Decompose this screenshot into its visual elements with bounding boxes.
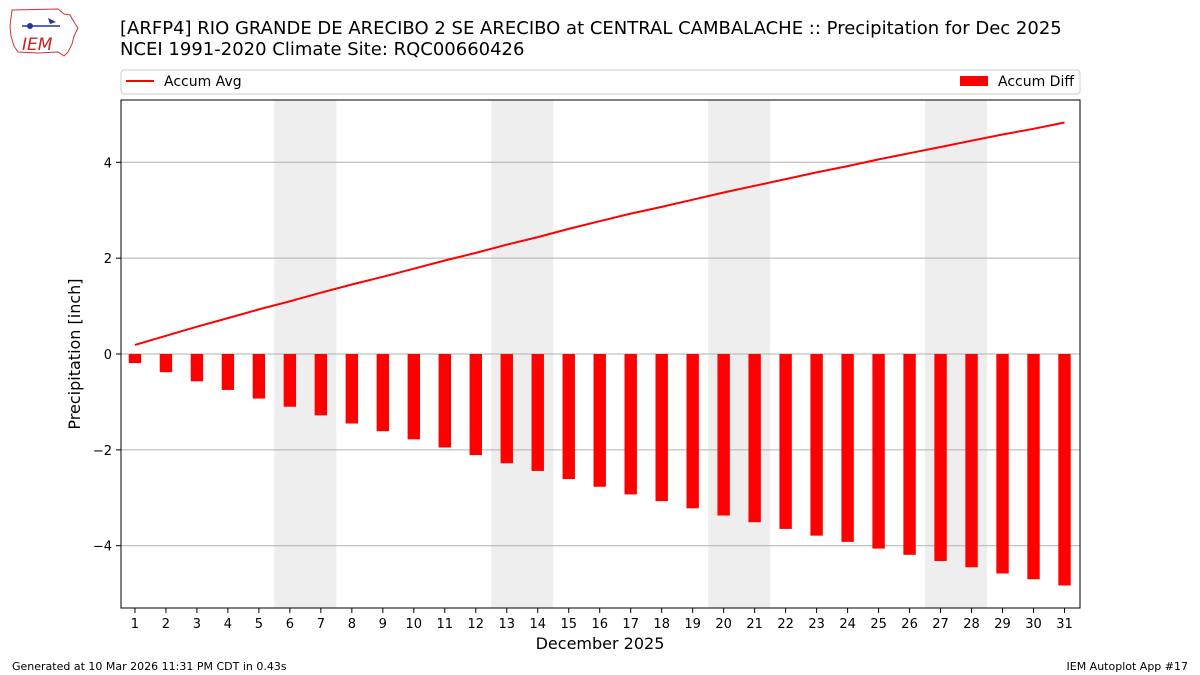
- bar-day-20: [717, 354, 730, 516]
- bar-day-23: [810, 354, 823, 536]
- x-tick-label: 23: [808, 617, 825, 632]
- x-tick-label: 4: [224, 617, 232, 632]
- x-tick-label: 2: [162, 617, 170, 632]
- bar-day-22: [779, 354, 792, 529]
- bar-day-25: [872, 354, 885, 549]
- bar-day-17: [624, 354, 637, 495]
- x-tick-label: 15: [560, 617, 577, 632]
- y-tick-label: 2: [104, 252, 112, 267]
- bar-day-1: [128, 354, 142, 364]
- x-tick-label: 30: [1025, 617, 1042, 632]
- y-tick-label: −4: [93, 540, 112, 555]
- bar-day-21: [748, 354, 761, 523]
- bar-day-3: [190, 354, 204, 382]
- x-tick-label: 18: [653, 617, 670, 632]
- x-tick-label: 20: [715, 617, 732, 632]
- x-tick-label: 28: [963, 617, 980, 632]
- x-tick-label: 9: [379, 617, 387, 632]
- accum-diff-bars: [128, 354, 1071, 586]
- bar-day-11: [438, 354, 451, 448]
- bar-day-2: [159, 354, 173, 373]
- bar-day-8: [345, 354, 359, 424]
- x-tick-label: 10: [406, 617, 423, 632]
- bar-day-16: [593, 354, 606, 487]
- bar-day-12: [469, 354, 482, 456]
- y-axis-ticks: −4 −2 0 2 4: [93, 156, 121, 555]
- bar-day-29: [996, 354, 1009, 574]
- y-tick-label: 0: [104, 348, 112, 363]
- x-tick-label: 14: [529, 617, 546, 632]
- x-tick-label: 26: [901, 617, 918, 632]
- x-tick-label: 13: [498, 617, 515, 632]
- x-axis-ticks: 1 2 3 4 5 6 7 8 9 10 11 12 13 14 15 16 17 18 19 20 21 22 23 24 2…: [131, 608, 1073, 632]
- legend-label-accum-avg: Accum Avg: [164, 74, 242, 90]
- bar-day-26: [903, 354, 916, 555]
- x-tick-label: 24: [839, 617, 856, 632]
- bar-day-31: [1058, 354, 1071, 586]
- bar-day-5: [252, 354, 266, 399]
- bar-day-15: [562, 354, 575, 480]
- chart-subtitle: NCEI 1991-2020 Climate Site: RQC00660426: [120, 39, 525, 60]
- iem-logo: IEM: [9, 8, 79, 57]
- bar-day-13: [500, 354, 513, 464]
- x-tick-label: 29: [994, 617, 1011, 632]
- bar-day-14: [531, 354, 544, 471]
- bar-day-24: [841, 354, 854, 542]
- bar-day-6: [283, 354, 297, 407]
- bar-day-19: [686, 354, 699, 509]
- x-axis-label: December 2025: [536, 634, 665, 653]
- x-tick-label: 8: [348, 617, 356, 632]
- legend: Accum Avg Accum Diff: [120, 69, 1081, 95]
- bar-day-7: [314, 354, 328, 416]
- legend-frame: [120, 69, 1081, 95]
- accum-avg-line: [134, 121, 1065, 346]
- legend-swatch-accum-diff: [960, 76, 988, 86]
- chart-title: [ARFP4] RIO GRANDE DE ARECIBO 2 SE ARECI…: [120, 18, 1062, 39]
- x-tick-label: 5: [255, 617, 263, 632]
- bar-day-28: [965, 354, 978, 568]
- x-tick-label: 19: [684, 617, 701, 632]
- bar-day-18: [655, 354, 668, 502]
- y-tick-label: −2: [93, 444, 112, 459]
- x-tick-label: 25: [870, 617, 887, 632]
- logo-text: IEM: [22, 35, 53, 55]
- bar-day-30: [1027, 354, 1040, 580]
- bar-day-10: [407, 354, 421, 440]
- x-tick-label: 31: [1056, 617, 1073, 632]
- x-tick-label: 3: [193, 617, 201, 632]
- x-tick-label: 7: [317, 617, 325, 632]
- bar-day-27: [934, 354, 947, 562]
- x-tick-label: 1: [131, 617, 139, 632]
- chart-title-block: [ARFP4] RIO GRANDE DE ARECIBO 2 SE ARECI…: [120, 18, 1062, 60]
- x-tick-label: 16: [591, 617, 608, 632]
- x-tick-label: 11: [437, 617, 454, 632]
- bar-day-9: [376, 354, 390, 432]
- legend-label-accum-diff: Accum Diff: [998, 74, 1074, 90]
- x-tick-label: 12: [468, 617, 485, 632]
- bar-day-4: [221, 354, 235, 390]
- x-tick-label: 21: [746, 617, 763, 632]
- generated-note: Generated at 10 Mar 2026 11:31 PM CDT in…: [12, 660, 287, 673]
- y-tick-label: 4: [104, 156, 112, 171]
- x-tick-label: 17: [622, 617, 639, 632]
- x-tick-label: 27: [932, 617, 949, 632]
- x-tick-label: 22: [777, 617, 794, 632]
- app-note: IEM Autoplot App #17: [1066, 660, 1189, 673]
- y-axis-label: Precipitation [inch]: [65, 278, 84, 429]
- x-tick-label: 6: [286, 617, 294, 632]
